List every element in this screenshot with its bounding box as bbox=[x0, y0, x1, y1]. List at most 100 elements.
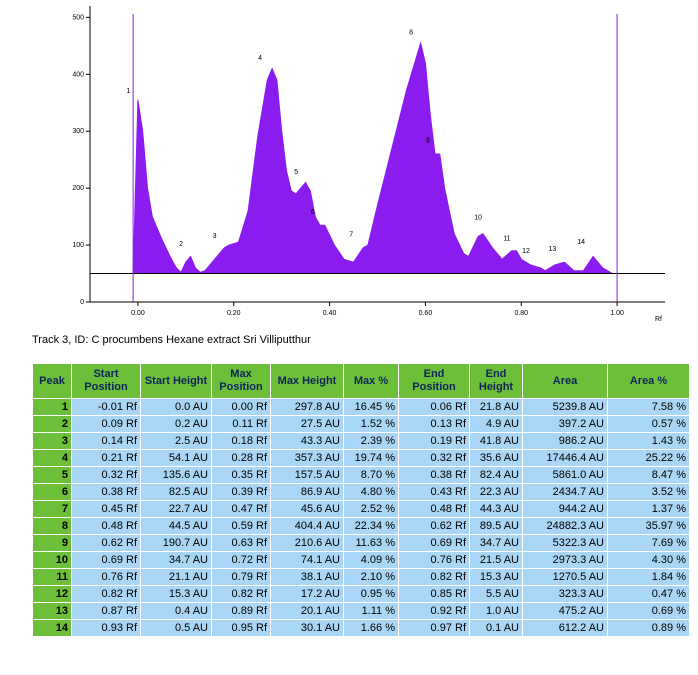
cell: 0.4 AU bbox=[140, 602, 212, 620]
cell: 0.43 Rf bbox=[398, 483, 470, 501]
cell: 0.14 Rf bbox=[71, 432, 141, 450]
x-tick-label: 0.20 bbox=[227, 310, 241, 317]
cell: 0.38 Rf bbox=[71, 483, 141, 501]
peak-number: 8 bbox=[32, 517, 72, 535]
x-tick-label: 0.00 bbox=[131, 310, 145, 317]
column-header: End Position bbox=[398, 363, 470, 399]
cell: 0.69 Rf bbox=[398, 534, 470, 552]
cell: 0.57 % bbox=[607, 415, 690, 433]
peak-label: 5 bbox=[294, 169, 298, 176]
cell: 82.5 AU bbox=[140, 483, 212, 501]
peak-number: 12 bbox=[32, 585, 72, 603]
cell: 357.3 AU bbox=[270, 449, 344, 467]
cell: 0.48 Rf bbox=[398, 500, 470, 518]
cell: 0.76 Rf bbox=[398, 551, 470, 569]
cell: 0.18 Rf bbox=[211, 432, 271, 450]
cell: 0.92 Rf bbox=[398, 602, 470, 620]
peak-number: 11 bbox=[32, 568, 72, 586]
cell: 135.6 AU bbox=[140, 466, 212, 484]
cell: 74.1 AU bbox=[270, 551, 344, 569]
cell: 0.48 Rf bbox=[71, 517, 141, 535]
peak-label: 1 bbox=[126, 88, 130, 95]
table-row: 7 0.45 Rf 22.7 AU 0.47 Rf 45.6 AU 2.52 % 0.48 … bbox=[32, 500, 690, 518]
peak-number: 14 bbox=[32, 619, 72, 637]
column-header: End Height bbox=[469, 363, 523, 399]
peak-label: 7 bbox=[349, 232, 353, 239]
column-header: Start Height bbox=[140, 363, 212, 399]
cell: 17.2 AU bbox=[270, 585, 344, 603]
peak-number: 2 bbox=[32, 415, 72, 433]
cell: 82.4 AU bbox=[469, 466, 523, 484]
cell: 0.32 Rf bbox=[71, 466, 141, 484]
peak-label: 3 bbox=[213, 233, 217, 240]
cell: 45.6 AU bbox=[270, 500, 344, 518]
cell: 22.3 AU bbox=[469, 483, 523, 501]
cell: 297.8 AU bbox=[270, 398, 344, 416]
cell: 0.45 Rf bbox=[71, 500, 141, 518]
x-axis-label: Rf bbox=[655, 316, 662, 323]
peak-label: 13 bbox=[548, 246, 556, 253]
cell: 1.84 % bbox=[607, 568, 690, 586]
cell: 0.00 Rf bbox=[211, 398, 271, 416]
cell: 11.63 % bbox=[343, 534, 399, 552]
cell: 0.32 Rf bbox=[398, 449, 470, 467]
cell: 0.1 AU bbox=[469, 619, 523, 637]
cell: 27.5 AU bbox=[270, 415, 344, 433]
cell: 3.52 % bbox=[607, 483, 690, 501]
cell: 0.82 Rf bbox=[398, 568, 470, 586]
cell: 4.80 % bbox=[343, 483, 399, 501]
cell: 1.52 % bbox=[343, 415, 399, 433]
track-caption: Track 3, ID: C procumbens Hexane extract… bbox=[32, 334, 311, 346]
table-row: 3 0.14 Rf 2.5 AU 0.18 Rf 43.3 AU 2.39 % 0.19 R… bbox=[32, 432, 690, 450]
cell: 0.69 Rf bbox=[71, 551, 141, 569]
cell: 44.5 AU bbox=[140, 517, 212, 535]
table-row: 4 0.21 Rf 54.1 AU 0.28 Rf 357.3 AU 19.74 % 0.3… bbox=[32, 449, 690, 467]
cell: 190.7 AU bbox=[140, 534, 212, 552]
cell: 21.1 AU bbox=[140, 568, 212, 586]
cell: 0.82 Rf bbox=[71, 585, 141, 603]
cell: 2434.7 AU bbox=[522, 483, 608, 501]
column-header: Max Position bbox=[211, 363, 271, 399]
cell: 323.3 AU bbox=[522, 585, 608, 603]
cell: 35.97 % bbox=[607, 517, 690, 535]
cell: 5322.3 AU bbox=[522, 534, 608, 552]
cell: 89.5 AU bbox=[469, 517, 523, 535]
cell: 0.09 Rf bbox=[71, 415, 141, 433]
cell: 210.6 AU bbox=[270, 534, 344, 552]
table-row: 2 0.09 Rf 0.2 AU 0.11 Rf 27.5 AU 1.52 % 0.13 R… bbox=[32, 415, 690, 433]
cell: 0.06 Rf bbox=[398, 398, 470, 416]
cell: 2.39 % bbox=[343, 432, 399, 450]
cell: 5239.8 AU bbox=[522, 398, 608, 416]
peak-label: 6 bbox=[311, 209, 315, 216]
cell: 0.62 Rf bbox=[71, 534, 141, 552]
table-row: 5 0.32 Rf 135.6 AU 0.35 Rf 157.5 AU 8.70 % 0.3… bbox=[32, 466, 690, 484]
cell: 0.47 Rf bbox=[211, 500, 271, 518]
cell: 0.47 % bbox=[607, 585, 690, 603]
y-tick-label: 100 bbox=[72, 242, 84, 249]
y-tick-label: 200 bbox=[72, 185, 84, 192]
cell: 1.0 AU bbox=[469, 602, 523, 620]
cell: 0.79 Rf bbox=[211, 568, 271, 586]
table-row: 11 0.76 Rf 21.1 AU 0.79 Rf 38.1 AU 2.10 % 0.82… bbox=[32, 568, 690, 586]
cell: 0.2 AU bbox=[140, 415, 212, 433]
cell: 0.97 Rf bbox=[398, 619, 470, 637]
cell: 15.3 AU bbox=[469, 568, 523, 586]
cell: 30.1 AU bbox=[270, 619, 344, 637]
cell: 5861.0 AU bbox=[522, 466, 608, 484]
cell: 24882.3 AU bbox=[522, 517, 608, 535]
cell: 0.87 Rf bbox=[71, 602, 141, 620]
column-header: Peak bbox=[32, 363, 72, 399]
cell: 41.8 AU bbox=[469, 432, 523, 450]
densitogram: 0 100 200 300 400 500 0.00 0.20 0.40 0.60 0.80 1.00… bbox=[72, 6, 665, 323]
cell: 1.37 % bbox=[607, 500, 690, 518]
peak-label: 11 bbox=[503, 236, 510, 243]
cell: 15.3 AU bbox=[140, 585, 212, 603]
column-header: Start Position bbox=[71, 363, 141, 399]
table-row: 14 0.93 Rf 0.5 AU 0.95 Rf 30.1 AU 1.66 % 0.97 … bbox=[32, 619, 690, 637]
peak-label: 2 bbox=[179, 241, 183, 248]
cell: 1.11 % bbox=[343, 602, 399, 620]
cell: 0.59 Rf bbox=[211, 517, 271, 535]
cell: 475.2 AU bbox=[522, 602, 608, 620]
cell: -0.01 Rf bbox=[71, 398, 141, 416]
column-header: Area bbox=[522, 363, 608, 399]
